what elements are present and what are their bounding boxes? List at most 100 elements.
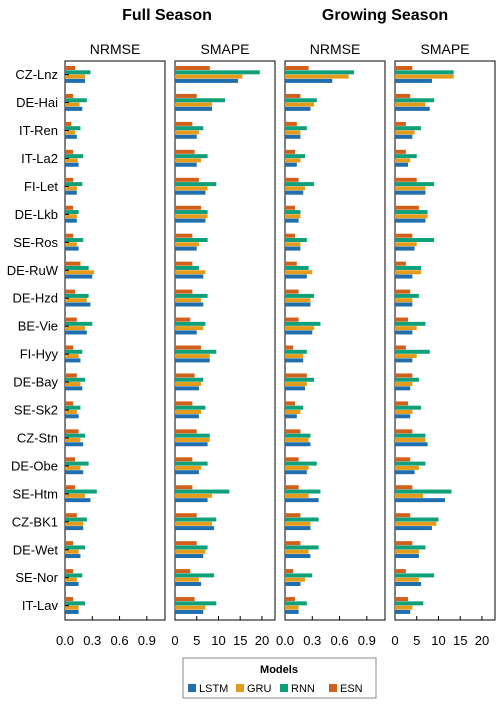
bar-gru-de-bay	[285, 382, 307, 387]
bar-lstm-se-htm	[395, 498, 445, 503]
site-label-de-hzd: DE-Hzd	[12, 291, 58, 306]
bar-gru-fi-let	[285, 186, 305, 191]
x-tick-label: 0.6	[331, 633, 349, 648]
bar-rnn-se-nor	[285, 573, 313, 578]
bar-gru-de-lkb	[65, 214, 77, 219]
bar-rnn-de-hzd	[285, 293, 315, 298]
bar-lstm-it-ren	[395, 134, 413, 139]
bar-esn-se-htm	[395, 485, 413, 490]
bar-rnn-be-vie	[395, 321, 426, 326]
bar-gru-cz-stn	[175, 437, 210, 442]
bar-esn-fi-let	[395, 177, 417, 182]
bar-rnn-se-nor	[65, 573, 83, 578]
bar-gru-se-htm	[285, 493, 309, 498]
bar-lstm-cz-lnz	[285, 78, 333, 83]
bar-lstm-cz-lnz	[175, 78, 239, 83]
bar-lstm-it-la2	[395, 162, 409, 167]
bar-lstm-cz-bk1	[175, 526, 215, 531]
bar-rnn-se-ros	[65, 238, 84, 242]
bar-esn-cz-lnz	[65, 66, 75, 70]
bar-gru-de-hai	[175, 102, 212, 107]
bar-esn-cz-bk1	[395, 513, 411, 518]
bar-esn-de-hai	[175, 93, 197, 98]
bar-esn-de-hzd	[395, 289, 411, 294]
bar-gru-cz-bk1	[395, 521, 437, 526]
bar-esn-de-ruw	[175, 261, 193, 266]
bar-gru-cz-bk1	[65, 521, 84, 526]
bar-gru-se-htm	[175, 493, 212, 498]
x-tick-label: 5	[193, 633, 200, 648]
bar-esn-de-obe	[65, 457, 75, 462]
bar-gru-se-nor	[285, 577, 305, 582]
bar-rnn-cz-lnz	[285, 70, 355, 75]
bar-esn-fi-let	[175, 177, 199, 182]
bar-rnn-de-bay	[395, 377, 419, 382]
site-label-cz-lnz: CZ-Lnz	[15, 67, 58, 82]
bar-esn-se-ros	[285, 233, 295, 238]
x-tick-label: 15	[453, 633, 467, 648]
bar-esn-se-htm	[175, 485, 193, 490]
bar-gru-de-ruw	[65, 270, 95, 275]
bar-rnn-cz-stn	[65, 433, 85, 438]
bar-lstm-de-ruw	[175, 274, 204, 279]
bar-rnn-cz-bk1	[395, 517, 439, 522]
site-label-se-htm: SE-Htm	[13, 486, 59, 501]
bar-lstm-de-hai	[285, 106, 311, 111]
bar-rnn-se-htm	[285, 489, 321, 494]
x-tick-label: 0.3	[303, 633, 321, 648]
bar-lstm-it-lav	[395, 609, 411, 614]
bar-rnn-fi-let	[285, 182, 315, 187]
bar-lstm-cz-bk1	[395, 526, 432, 531]
bar-rnn-se-sk2	[175, 405, 206, 410]
x-tick-label: 0.9	[138, 633, 156, 648]
bar-rnn-de-ruw	[285, 265, 309, 270]
bar-esn-cz-stn	[285, 429, 301, 434]
bar-gru-fi-hyy	[395, 354, 417, 359]
bar-esn-fi-hyy	[175, 345, 202, 350]
bar-lstm-de-obe	[65, 470, 84, 475]
bar-esn-de-hai	[285, 93, 301, 98]
bar-gru-se-sk2	[285, 410, 301, 414]
bar-esn-cz-stn	[175, 429, 197, 434]
bar-gru-fi-let	[395, 186, 426, 191]
bar-rnn-de-wet	[65, 545, 85, 550]
bar-rnn-be-vie	[285, 321, 321, 326]
bar-lstm-fi-let	[65, 190, 77, 195]
bar-esn-se-nor	[395, 569, 406, 574]
bar-lstm-de-hai	[65, 106, 83, 111]
legend-swatch-esn	[329, 684, 337, 692]
bar-rnn-fi-hyy	[65, 349, 83, 354]
bar-lstm-cz-bk1	[65, 526, 84, 531]
bar-rnn-cz-bk1	[285, 517, 319, 522]
bar-lstm-fi-hyy	[175, 358, 210, 363]
bar-lstm-se-nor	[285, 582, 301, 586]
bar-esn-de-hzd	[285, 289, 299, 294]
bar-gru-it-ren	[395, 130, 415, 135]
bar-lstm-de-lkb	[395, 218, 426, 223]
bar-gru-de-lkb	[285, 214, 301, 219]
bar-lstm-de-hai	[395, 106, 430, 111]
x-tick-label: 10	[211, 633, 225, 648]
bar-lstm-se-nor	[175, 582, 202, 586]
bar-esn-de-lkb	[395, 205, 419, 210]
bar-gru-be-vie	[175, 326, 204, 331]
bar-lstm-be-vie	[175, 330, 197, 335]
bar-rnn-cz-stn	[175, 433, 210, 438]
bar-gru-it-la2	[65, 158, 78, 163]
bar-gru-cz-stn	[395, 437, 426, 442]
bar-gru-de-hai	[65, 102, 80, 107]
bar-gru-it-lav	[395, 605, 413, 610]
bar-esn-de-hai	[395, 93, 411, 98]
bar-rnn-it-ren	[65, 126, 81, 131]
bar-esn-de-ruw	[285, 261, 297, 266]
bar-lstm-de-wet	[65, 554, 81, 559]
bar-rnn-de-obe	[395, 461, 426, 466]
bar-gru-de-wet	[175, 549, 206, 554]
legend-title: Models	[260, 664, 298, 676]
bar-lstm-it-la2	[65, 162, 79, 167]
bar-lstm-de-lkb	[175, 218, 206, 223]
bar-gru-de-obe	[395, 465, 419, 470]
site-label-cz-stn: CZ-Stn	[17, 430, 58, 445]
bar-gru-de-hzd	[65, 298, 87, 303]
x-tick-label: 0.3	[83, 633, 101, 648]
